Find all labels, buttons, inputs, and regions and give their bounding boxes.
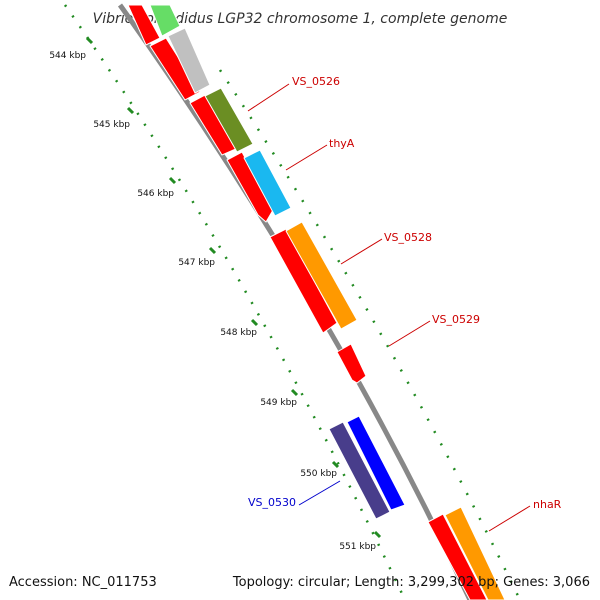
leader-vs0526 (247, 83, 290, 112)
gene-rev-1[interactable] (127, 4, 161, 46)
leader-vs0528 (340, 238, 383, 265)
leader-vs0530 (298, 480, 341, 506)
gene-label-vs0530[interactable]: VS_0530 (248, 496, 296, 509)
accession-text: Accession: NC_011753 (9, 575, 157, 590)
gene-label-vs0528[interactable]: VS_0528 (384, 231, 432, 244)
major-ticks (85, 36, 382, 539)
gene-rev-6[interactable] (336, 343, 367, 384)
leader-nhar (488, 505, 531, 532)
gene-fwd-green[interactable] (149, 4, 181, 37)
tick-label-551: 551 kbp (339, 542, 376, 552)
gene-fwd-gray[interactable] (167, 27, 211, 94)
gene-label-vs0526[interactable]: VS_0526 (292, 75, 340, 88)
outer-tick-ring (218, 69, 522, 600)
leader-vs0529 (388, 320, 431, 347)
chromosome-backbone (117, 3, 473, 600)
gene-rev-7[interactable] (427, 513, 488, 600)
tick-label-544: 544 kbp (49, 51, 86, 61)
tick-label-546: 546 kbp (137, 189, 174, 199)
tick-label-547: 547 kbp (178, 258, 215, 268)
label-leaders (247, 83, 531, 532)
gene-label-thya[interactable]: thyA (329, 137, 355, 150)
inner-tick-ring (63, 4, 407, 600)
gene-rev-5[interactable] (269, 228, 338, 334)
gene-vs0528[interactable] (285, 221, 358, 330)
gene-label-nhar[interactable]: nhaR (533, 498, 562, 511)
gene-vs0526[interactable] (204, 87, 254, 153)
gene-rev-2[interactable] (149, 37, 201, 101)
reverse-strand-genes (127, 4, 488, 600)
gene-vs0530-rev[interactable] (328, 421, 391, 520)
tick-label-548: 548 kbp (220, 328, 257, 338)
gene-rev-4[interactable] (226, 151, 274, 223)
leader-thya (285, 144, 328, 171)
tick-label-550: 550 kbp (300, 469, 337, 479)
tick-label-549: 549 kbp (260, 398, 297, 408)
gene-thya[interactable] (243, 149, 292, 217)
tick-label-545: 545 kbp (93, 120, 130, 130)
gene-nhar[interactable] (444, 506, 506, 600)
gene-label-vs0529[interactable]: VS_0529 (432, 313, 480, 326)
genome-summary-text: Topology: circular; Length: 3,299,302 bp… (232, 575, 590, 590)
forward-strand-genes (149, 4, 506, 600)
map-title: Vibrio splendidus LGP32 chromosome 1, co… (93, 11, 508, 27)
gene-vs0530-fwd[interactable] (346, 415, 406, 511)
